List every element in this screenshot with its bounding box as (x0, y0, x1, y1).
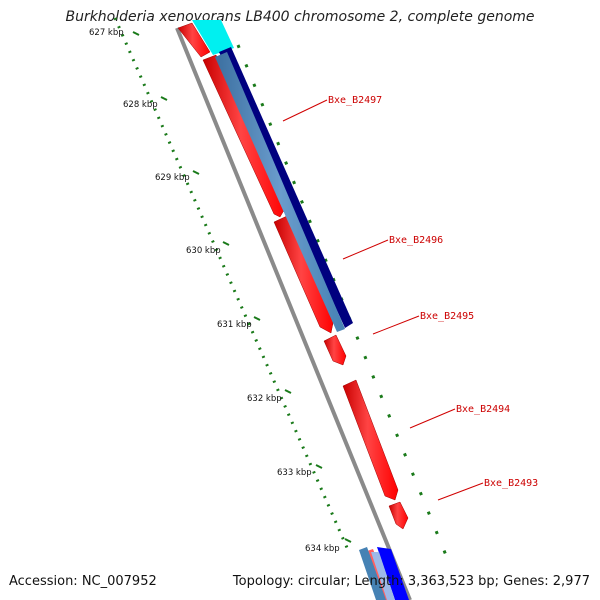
scale-tick (253, 316, 261, 321)
scale-tick (222, 241, 230, 246)
gene-arrow-bxe-b2493[interactable] (388, 501, 409, 530)
leader-line (282, 99, 328, 122)
scale-tick (160, 96, 168, 101)
scale-label: 629 kbp (155, 173, 190, 183)
leader-line (437, 482, 484, 501)
gene-label-bxe-b2496[interactable]: Bxe_B2496 (389, 235, 443, 246)
scale-label: 630 kbp (186, 246, 221, 256)
blue-tracks (215, 47, 353, 332)
leader-line (409, 408, 456, 429)
scale-label: 631 kbp (217, 320, 252, 330)
scale-labels: 627 kbp 628 kbp 629 kbp 630 kbp 631 kbp … (89, 28, 340, 554)
gene-label-bxe-b2493[interactable]: Bxe_B2493 (484, 478, 538, 489)
backbone (175, 27, 412, 600)
gene-arrow[interactable] (177, 22, 211, 58)
label-leaders (282, 99, 484, 501)
scale-label: 633 kbp (277, 468, 312, 478)
gene-arrow-bxe-b2495[interactable] (323, 334, 347, 366)
scale-tick (132, 31, 140, 36)
accession-label: Accession: NC_007952 (9, 574, 157, 589)
bottom-features (359, 547, 409, 600)
scale-label: 632 kbp (247, 394, 282, 404)
scale-label: 627 kbp (89, 28, 124, 38)
map-title: Burkholderia xenovorans LB400 chromosome… (65, 9, 535, 25)
gene-arrow-bxe-b2494[interactable] (342, 379, 399, 501)
scale-tick (344, 538, 352, 543)
gene-label-bxe-b2494[interactable]: Bxe_B2494 (456, 404, 510, 415)
leader-line (342, 239, 389, 260)
scale-label: 628 kbp (123, 100, 158, 110)
scale-tick (192, 170, 200, 175)
gene-arrow-bxe-b2496[interactable] (273, 215, 335, 334)
scale-tick (315, 464, 323, 469)
gene-labels: Bxe_B2497 Bxe_B2496 Bxe_B2495 Bxe_B2494 … (328, 95, 538, 489)
gene-label-bxe-b2497[interactable]: Bxe_B2497 (328, 95, 382, 106)
scale-tick (284, 389, 292, 394)
cyan-feature (192, 20, 234, 55)
gene-label-bxe-b2495[interactable]: Bxe_B2495 (420, 311, 474, 322)
genome-summary: Topology: circular; Length: 3,363,523 bp… (232, 574, 590, 589)
scale-label: 634 kbp (305, 544, 340, 554)
major-ticks (132, 31, 352, 543)
leader-line (372, 315, 420, 335)
